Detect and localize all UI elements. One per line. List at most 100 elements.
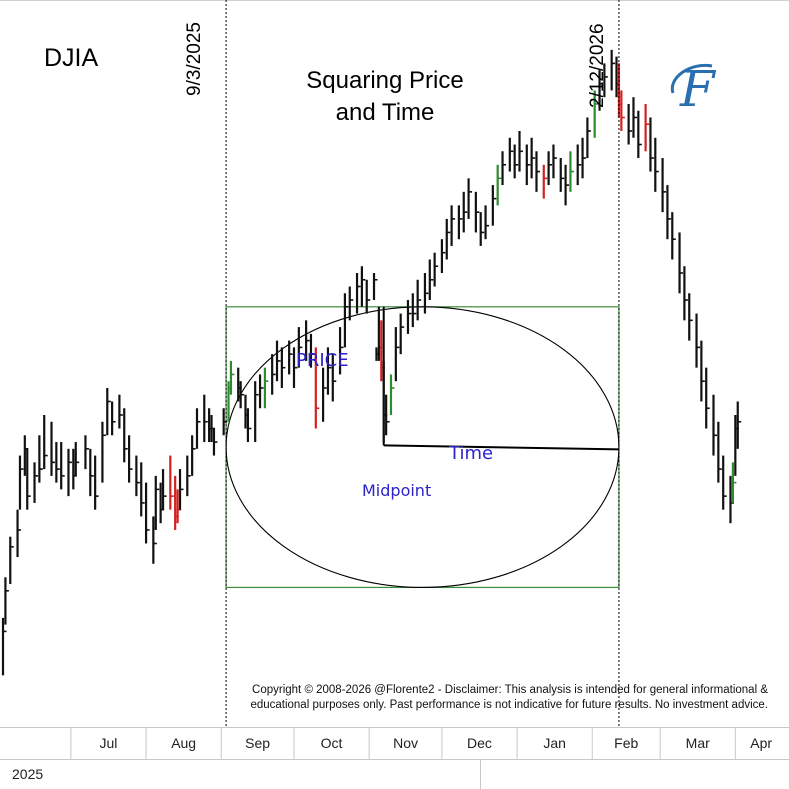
price-bar bbox=[246, 408, 252, 443]
price-bar bbox=[445, 218, 451, 260]
price-bar bbox=[736, 401, 742, 449]
price-bar bbox=[314, 347, 320, 429]
month-label-oct: Oct bbox=[321, 735, 343, 751]
price-bar bbox=[94, 455, 99, 510]
price-bar bbox=[423, 273, 429, 314]
marker-label-end: 2/12/2026 bbox=[587, 23, 608, 108]
price-bar bbox=[705, 367, 710, 429]
price-bar bbox=[154, 475, 160, 530]
price-bar bbox=[450, 205, 456, 246]
price-bar bbox=[457, 205, 463, 240]
price-bar bbox=[348, 286, 354, 321]
price-bar bbox=[559, 158, 565, 192]
price-bar bbox=[152, 516, 157, 564]
price-bar bbox=[372, 273, 378, 301]
price-bar bbox=[661, 158, 667, 213]
price-bar bbox=[513, 144, 519, 179]
month-label-nov: Nov bbox=[393, 735, 418, 751]
price-bar bbox=[84, 435, 89, 470]
marker-label-start: 9/3/2025 bbox=[184, 22, 205, 96]
month-label-apr: Apr bbox=[750, 735, 772, 751]
price-bar bbox=[271, 354, 276, 395]
month-label-sep: Sep bbox=[245, 735, 270, 751]
vertical-markers bbox=[225, 0, 620, 727]
price-bar bbox=[9, 536, 14, 585]
copyright-line-2: educational purposes only. Past performa… bbox=[250, 699, 768, 711]
month-label-feb: Feb bbox=[614, 735, 638, 751]
chart-title-line-1: Squaring Price bbox=[306, 67, 463, 94]
price-bar bbox=[518, 131, 524, 172]
price-bar bbox=[89, 448, 94, 497]
price-bar bbox=[60, 442, 65, 490]
price-bar bbox=[688, 293, 693, 341]
price-bar bbox=[254, 381, 259, 443]
price-bar bbox=[258, 374, 264, 409]
price-bar bbox=[547, 151, 553, 186]
price-bar bbox=[288, 340, 293, 375]
price-bar bbox=[43, 415, 48, 470]
midpoint-annotation: Midpoint bbox=[362, 481, 431, 500]
price-bar bbox=[123, 408, 128, 463]
price-bar bbox=[712, 394, 718, 456]
price-bar bbox=[552, 144, 557, 179]
price-bar bbox=[144, 482, 150, 544]
price-bar bbox=[212, 428, 218, 456]
price-bar bbox=[581, 137, 587, 179]
price-bar bbox=[127, 435, 133, 483]
price-bar bbox=[649, 117, 654, 172]
square-circle bbox=[225, 306, 620, 588]
price-bar bbox=[508, 137, 514, 172]
price-bar bbox=[700, 340, 705, 402]
ticker-label: DJIA bbox=[44, 44, 99, 72]
florente-logo-icon: F bbox=[670, 60, 717, 118]
price-bar bbox=[598, 70, 604, 111]
price-bar bbox=[4, 577, 9, 625]
price-bar bbox=[38, 435, 43, 483]
price-bar bbox=[627, 103, 633, 145]
month-label-mar: Mar bbox=[686, 735, 710, 751]
price-bar bbox=[654, 137, 659, 192]
price-bar bbox=[33, 462, 39, 503]
price-bar bbox=[722, 455, 727, 510]
price-bar bbox=[135, 455, 140, 497]
geometry-layer bbox=[225, 306, 620, 589]
time-price-square bbox=[225, 306, 620, 589]
price-bar bbox=[280, 347, 286, 388]
price-bar bbox=[569, 151, 574, 192]
price-bar bbox=[178, 469, 184, 510]
price-bar bbox=[671, 212, 676, 260]
price-bar bbox=[26, 448, 31, 510]
month-label-aug: Aug bbox=[171, 735, 196, 751]
price-bar bbox=[186, 455, 191, 497]
price-bar bbox=[394, 327, 400, 382]
price-bar bbox=[678, 232, 684, 294]
month-label-jul: Jul bbox=[100, 735, 118, 751]
price-bar bbox=[731, 462, 737, 503]
price-bar bbox=[309, 333, 315, 368]
price-bar bbox=[491, 185, 497, 226]
price-bar bbox=[433, 252, 439, 287]
price-bar bbox=[399, 313, 405, 355]
price-bar bbox=[717, 421, 722, 483]
price-bar bbox=[1, 617, 7, 676]
price-bar bbox=[576, 144, 582, 186]
price-bar bbox=[195, 408, 201, 449]
price-bar bbox=[305, 320, 310, 361]
price-bar bbox=[203, 394, 208, 443]
price-bar bbox=[18, 455, 24, 510]
price-bar bbox=[16, 509, 22, 557]
price-bar bbox=[292, 347, 298, 388]
price-bar bbox=[564, 164, 570, 206]
price-bar bbox=[683, 266, 688, 321]
price-bar bbox=[191, 435, 196, 476]
price-bar bbox=[632, 97, 637, 138]
time-annotation: Time bbox=[448, 443, 493, 464]
price-bar bbox=[331, 354, 337, 402]
price-bar bbox=[416, 279, 422, 321]
year-label: 2025 bbox=[12, 766, 43, 782]
price-bar bbox=[603, 63, 608, 98]
price-bar bbox=[501, 151, 507, 186]
price-bar bbox=[360, 266, 366, 307]
price-bar bbox=[525, 144, 531, 186]
